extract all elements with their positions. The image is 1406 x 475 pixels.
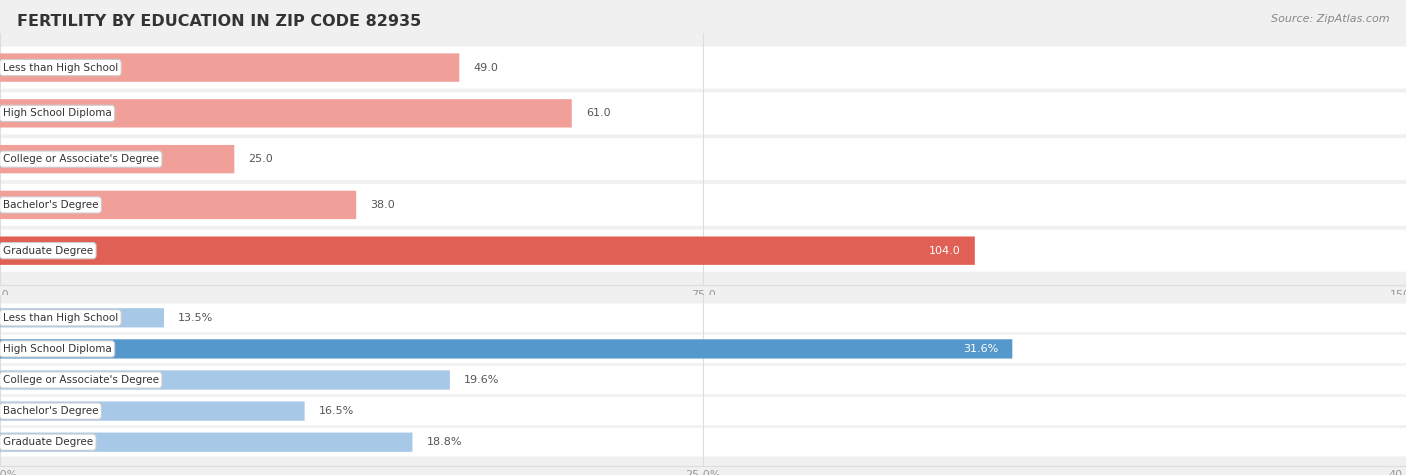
- FancyBboxPatch shape: [0, 184, 1406, 226]
- Text: Graduate Degree: Graduate Degree: [3, 437, 93, 447]
- Text: 38.0: 38.0: [370, 200, 395, 210]
- FancyBboxPatch shape: [0, 433, 412, 452]
- Text: High School Diploma: High School Diploma: [3, 108, 111, 118]
- FancyBboxPatch shape: [0, 397, 1406, 426]
- FancyBboxPatch shape: [0, 145, 235, 173]
- FancyBboxPatch shape: [0, 366, 1406, 394]
- FancyBboxPatch shape: [0, 47, 1406, 89]
- FancyBboxPatch shape: [0, 53, 460, 82]
- Text: Bachelor's Degree: Bachelor's Degree: [3, 406, 98, 416]
- FancyBboxPatch shape: [0, 138, 1406, 180]
- FancyBboxPatch shape: [0, 339, 1012, 359]
- FancyBboxPatch shape: [0, 92, 1406, 134]
- Text: High School Diploma: High School Diploma: [3, 344, 111, 354]
- FancyBboxPatch shape: [0, 229, 1406, 272]
- FancyBboxPatch shape: [0, 237, 974, 265]
- Text: College or Associate's Degree: College or Associate's Degree: [3, 154, 159, 164]
- Text: 61.0: 61.0: [586, 108, 610, 118]
- FancyBboxPatch shape: [0, 308, 165, 327]
- FancyBboxPatch shape: [0, 370, 450, 389]
- Text: 18.8%: 18.8%: [426, 437, 463, 447]
- FancyBboxPatch shape: [0, 401, 305, 421]
- Text: 49.0: 49.0: [474, 63, 498, 73]
- Text: Source: ZipAtlas.com: Source: ZipAtlas.com: [1271, 14, 1389, 24]
- Text: 25.0: 25.0: [249, 154, 273, 164]
- FancyBboxPatch shape: [0, 304, 1406, 332]
- Text: 31.6%: 31.6%: [963, 344, 998, 354]
- Text: Less than High School: Less than High School: [3, 313, 118, 323]
- Text: 104.0: 104.0: [929, 246, 960, 256]
- Text: College or Associate's Degree: College or Associate's Degree: [3, 375, 159, 385]
- FancyBboxPatch shape: [0, 190, 356, 219]
- FancyBboxPatch shape: [0, 428, 1406, 456]
- Text: 13.5%: 13.5%: [179, 313, 214, 323]
- Text: 19.6%: 19.6%: [464, 375, 499, 385]
- Text: Graduate Degree: Graduate Degree: [3, 246, 93, 256]
- FancyBboxPatch shape: [0, 99, 572, 128]
- Text: Bachelor's Degree: Bachelor's Degree: [3, 200, 98, 210]
- Text: Less than High School: Less than High School: [3, 63, 118, 73]
- Text: FERTILITY BY EDUCATION IN ZIP CODE 82935: FERTILITY BY EDUCATION IN ZIP CODE 82935: [17, 14, 422, 29]
- Text: 16.5%: 16.5%: [319, 406, 354, 416]
- FancyBboxPatch shape: [0, 334, 1406, 363]
